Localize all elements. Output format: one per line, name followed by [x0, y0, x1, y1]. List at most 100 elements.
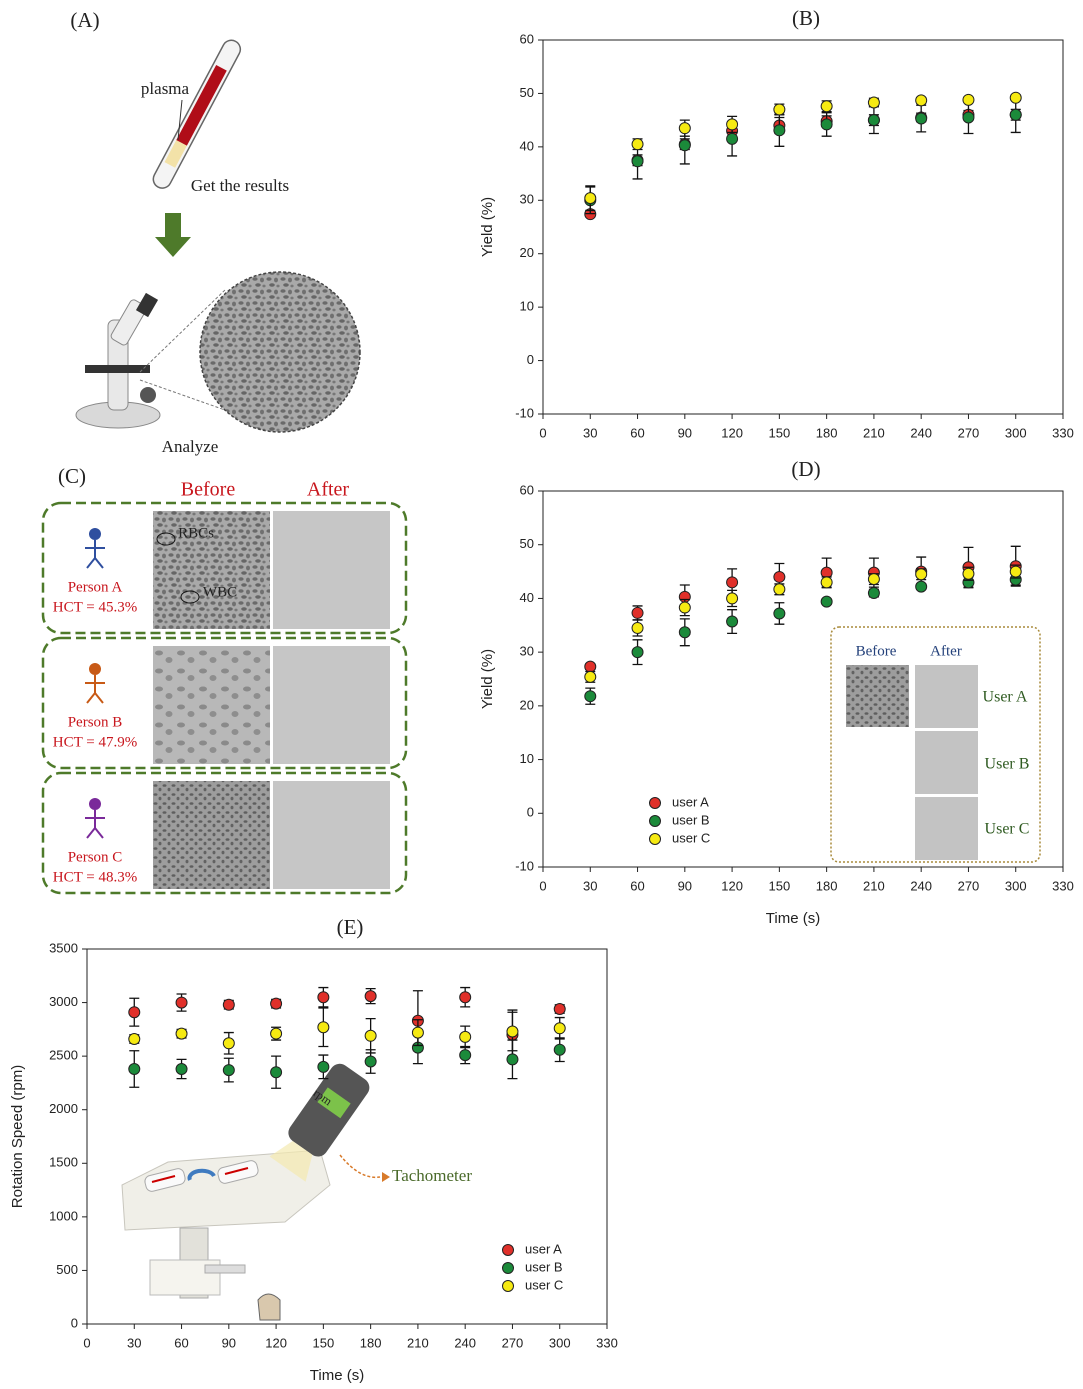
data-point: [271, 998, 282, 1009]
x-tick-label: 240: [910, 425, 932, 440]
data-point: [365, 991, 376, 1002]
x-tick-label: 210: [863, 878, 885, 893]
x-tick-label: 270: [958, 425, 980, 440]
x-tick-label: 120: [721, 878, 743, 893]
data-point: [223, 1065, 234, 1076]
person-name: Person B: [68, 714, 123, 730]
data-point: [176, 1064, 187, 1075]
data-point: [821, 119, 832, 130]
y-tick-label: 60: [520, 31, 534, 46]
x-tick-label: 150: [769, 878, 791, 893]
x-tick-label: 300: [1005, 425, 1027, 440]
x-tick-label: 210: [407, 1335, 429, 1350]
data-point: [916, 569, 927, 580]
data-point: [460, 1050, 471, 1061]
data-point: [129, 1034, 140, 1045]
person-icon: [89, 528, 101, 540]
before-image: [153, 646, 270, 764]
data-point: [916, 95, 927, 106]
x-tick-label: 60: [174, 1335, 188, 1350]
x-axis-label: Time (s): [310, 1367, 364, 1384]
data-point: [821, 596, 832, 607]
inset-image: [915, 731, 978, 794]
y-axis-label: Rotation Speed (rpm): [9, 1065, 26, 1208]
data-point: [318, 992, 329, 1003]
panel-label: (C): [58, 464, 86, 488]
after-header: After: [307, 479, 350, 501]
data-point: [507, 1026, 518, 1037]
x-tick-label: 30: [583, 878, 597, 893]
legend-label: user A: [525, 1241, 562, 1256]
analyze-label: Analyze: [162, 437, 219, 456]
data-point: [774, 125, 785, 136]
inset-after: After: [930, 643, 962, 659]
microscope: [76, 293, 160, 428]
legend-label: user C: [525, 1277, 563, 1292]
data-point: [460, 992, 471, 1003]
x-tick-label: 300: [549, 1335, 571, 1350]
legend-marker: [650, 798, 661, 809]
x-tick-label: 330: [596, 1335, 618, 1350]
data-point: [774, 584, 785, 595]
y-tick-label: -10: [515, 858, 534, 873]
data-point: [554, 1004, 565, 1015]
x-tick-label: 300: [1005, 878, 1027, 893]
device-illustration: [122, 1060, 390, 1320]
data-point: [271, 1067, 282, 1078]
data-point: [632, 139, 643, 150]
after-image: [273, 781, 390, 889]
person-name: Person A: [68, 579, 123, 595]
y-tick-label: 2000: [49, 1101, 78, 1116]
person-rows: Person AHCT = 45.3%Person BHCT = 47.9%Pe…: [43, 503, 406, 893]
x-tick-label: 90: [222, 1335, 236, 1350]
data-point: [821, 101, 832, 112]
y-tick-label: 20: [520, 245, 534, 260]
y-tick-label: 60: [520, 482, 534, 497]
x-tick-label: 30: [127, 1335, 141, 1350]
wbc-label: WBC: [203, 584, 237, 600]
legend-marker: [650, 816, 661, 827]
y-tick-label: 40: [520, 138, 534, 153]
test-tube: [150, 37, 243, 191]
data-point: [1010, 92, 1021, 103]
data-point: [585, 691, 596, 702]
inset-user: User C: [985, 821, 1030, 838]
rbc-label: RBCs: [178, 525, 214, 541]
x-tick-label: 60: [630, 878, 644, 893]
data-point: [632, 607, 643, 618]
y-tick-label: 10: [520, 751, 534, 766]
data-point: [679, 123, 690, 134]
y-tick-label: 1000: [49, 1208, 78, 1223]
y-tick-label: 30: [520, 192, 534, 207]
plasma-label: plasma: [141, 79, 190, 98]
person-icon: [85, 675, 105, 703]
x-tick-label: 240: [910, 878, 932, 893]
person-icon: [85, 810, 105, 838]
x-tick-label: 180: [816, 425, 838, 440]
before-header: Before: [181, 479, 236, 501]
y-tick-label: 30: [520, 644, 534, 659]
data-point: [412, 1027, 423, 1038]
person-icon: [89, 798, 101, 810]
legend-label: user A: [672, 794, 709, 809]
x-tick-label: 120: [721, 425, 743, 440]
figure: (A) plasma Get the results Analyze (C) B…: [0, 0, 1083, 1389]
data-point: [507, 1054, 518, 1065]
y-tick-label: 0: [71, 1315, 78, 1330]
microscope-view: [200, 272, 360, 432]
inset-user: User A: [983, 689, 1028, 706]
x-tick-label: 180: [360, 1335, 382, 1350]
data-point: [1010, 566, 1021, 577]
x-tick-label: 90: [678, 425, 692, 440]
after-image: [273, 511, 390, 629]
legend-label: user B: [525, 1259, 563, 1274]
x-tick-label: 90: [678, 878, 692, 893]
legend-marker: [503, 1263, 514, 1274]
panel-label: (A): [70, 8, 99, 32]
x-tick-label: 0: [539, 425, 546, 440]
after-image: [273, 646, 390, 764]
inset-image: [915, 665, 978, 728]
data-point: [129, 1007, 140, 1018]
result-label: Get the results: [191, 176, 289, 195]
data-point: [963, 568, 974, 579]
